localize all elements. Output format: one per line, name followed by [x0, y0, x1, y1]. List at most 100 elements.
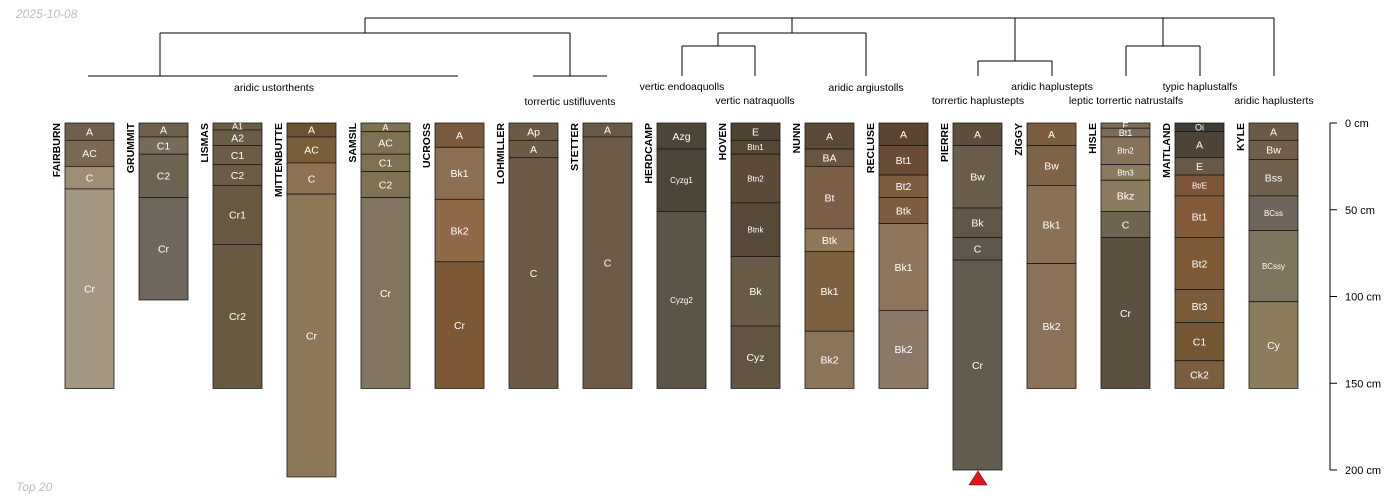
horizon-label: Bk1 [820, 286, 838, 298]
date-stamp: 2025-10-08 [16, 7, 78, 21]
horizon-block [286, 193, 337, 478]
depth-axis-tick-label: 150 cm [1345, 378, 1381, 390]
horizon-label: Bk2 [1042, 321, 1060, 333]
taxa-label: vertic natraquolls [715, 95, 794, 107]
horizon-label: Btn1 [747, 143, 764, 152]
taxa-label: torrertic haplustepts [932, 95, 1024, 107]
horizon-block [138, 153, 189, 199]
soil-profile: SAMSIL A AC C1 C2 Cr [347, 122, 411, 389]
horizon-label: Cr2 [229, 311, 246, 323]
horizon-label: Cr [972, 360, 984, 372]
horizon-label: Cyzg1 [670, 176, 693, 185]
horizon-label: Btnk [747, 226, 764, 235]
horizon-label: Azg [672, 131, 690, 143]
profile-name: LOHMILLER [495, 123, 507, 185]
profile-name: PIERRE [939, 123, 951, 162]
horizon-label: C [604, 257, 612, 269]
horizon-label: C1 [157, 140, 171, 152]
horizon-block [1026, 145, 1077, 186]
horizon-label: A [308, 125, 315, 137]
horizon-label: A [1196, 139, 1203, 151]
horizon-label: Ap [527, 126, 540, 138]
horizon-label: A [530, 144, 537, 156]
horizon-label: Cr [158, 244, 170, 256]
horizon-label: Cr [1120, 308, 1132, 320]
profile-name: STETTER [569, 123, 581, 171]
soil-profile: LOHMILLER Ap A C [495, 123, 559, 389]
horizon-label: Ck2 [1190, 369, 1209, 381]
horizon-label: Cr1 [229, 210, 246, 222]
horizon-block [656, 148, 707, 212]
horizon-label: A [86, 126, 93, 138]
taxa-label: leptic torrertic natrustalfs [1069, 95, 1183, 107]
horizon-label: A [1270, 126, 1277, 138]
horizon-block [730, 153, 781, 204]
horizon-label: E [752, 126, 759, 138]
horizon-label: Cy [1267, 340, 1281, 352]
horizon-label: Bk [971, 218, 984, 230]
horizon-label: AC [304, 145, 319, 157]
soil-profile: GRUMMIT A C1 C2 Cr [125, 122, 189, 301]
taxa-label: typic haplustalfs [1163, 81, 1238, 93]
soil-profile: PIERRE A Bw Bk C Cr [939, 122, 1003, 471]
horizon-label: A1 [232, 122, 243, 132]
profile-name: HERDCAMP [643, 123, 655, 184]
horizon-label: Bt1 [1192, 211, 1208, 223]
horizon-block [1248, 301, 1299, 389]
horizon-label: C1 [379, 158, 393, 170]
horizon-label: C [86, 172, 94, 184]
profile-name: SAMSIL [347, 122, 359, 162]
profile-name: LISMAS [199, 123, 211, 163]
horizon-label: C2 [231, 170, 245, 182]
soil-profile: RECLUSE A Bt1 Bt2 Btk Bk1 Bk2 [865, 122, 929, 389]
horizon-block [804, 165, 855, 230]
horizon-label: Cr [306, 330, 318, 342]
horizon-label: Btk [896, 205, 912, 217]
profile-name: HOVEN [717, 123, 729, 160]
horizon-label: Bt1 [896, 155, 912, 167]
horizon-block [1174, 237, 1225, 290]
profile-name: KYLE [1235, 123, 1247, 151]
horizon-label: Btn2 [747, 174, 764, 183]
horizon-label: Cyzg2 [670, 296, 693, 305]
horizon-label: C1 [1193, 336, 1207, 348]
horizon-label: C2 [379, 179, 393, 191]
profile-name: RECLUSE [865, 123, 877, 173]
profile-name: MAITLAND [1161, 123, 1173, 178]
horizon-label: BCssy [1262, 262, 1285, 271]
horizon-label: Bk2 [820, 355, 838, 367]
horizon-block [434, 261, 485, 389]
horizon-block [1100, 211, 1151, 238]
soil-profile: STETTER A C [569, 123, 633, 389]
depth-marker-triangle [968, 470, 988, 486]
horizon-label: A [1048, 129, 1055, 141]
horizon-block [1248, 159, 1299, 197]
horizon-label: Bk2 [894, 344, 912, 356]
horizon-label: Bt1 [1119, 128, 1133, 138]
horizon-label: C [530, 268, 538, 280]
soil-profile: KYLE A Bw Bss BCss BCssy Cy [1235, 122, 1299, 389]
horizon-block [286, 136, 337, 164]
horizon-block [508, 157, 559, 389]
horizon-label: Cr [380, 288, 392, 300]
horizon-block [1174, 360, 1225, 389]
horizon-label: C1 [231, 150, 245, 162]
horizon-label: Bk1 [1042, 219, 1060, 231]
horizon-block [212, 185, 263, 245]
taxa-label: aridic ustorthents [234, 82, 314, 94]
horizon-label: C [1122, 219, 1130, 231]
profile-name: HISLE [1087, 123, 1099, 154]
soil-profile: FAIRBURN A AC C Cr [51, 122, 115, 389]
footer-note: Top 20 [16, 480, 53, 494]
horizon-label: A2 [231, 133, 244, 145]
horizon-block [952, 145, 1003, 209]
horizon-label: A [974, 129, 981, 141]
soil-profile: HERDCAMP Azg Cyzg1 Cyzg2 [643, 122, 707, 389]
horizon-label: Bt [825, 192, 835, 204]
horizon-block [1100, 136, 1151, 166]
horizon-label: Bt2 [896, 181, 912, 193]
horizon-block [878, 197, 929, 225]
horizon-label: A [382, 123, 388, 133]
